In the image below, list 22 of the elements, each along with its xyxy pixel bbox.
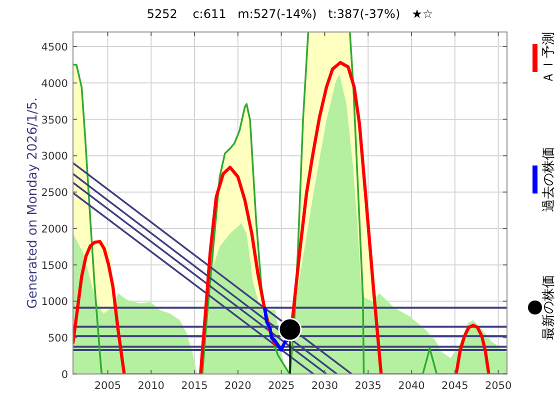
chart-title: 5252 c:611 m:527(-14%) t:387(-37%) ★☆ xyxy=(146,7,434,21)
y-tick-label: 4500 xyxy=(41,42,68,54)
y-tick-label: 1000 xyxy=(41,296,68,308)
y-tick-label: 4000 xyxy=(41,78,68,90)
x-tick-label: 2030 xyxy=(311,380,338,392)
y-tick-label: 3000 xyxy=(41,150,68,163)
x-tick-label: 2015 xyxy=(181,380,208,392)
y-tick-label: 2500 xyxy=(41,187,68,200)
y-tick-label: 1500 xyxy=(41,260,68,272)
x-tick-label: 2035 xyxy=(354,380,382,392)
y-tick-label: 500 xyxy=(48,332,68,345)
x-tick-label: 2040 xyxy=(398,380,425,392)
x-tick-label: 2025 xyxy=(268,380,295,392)
x-tick-label: 2005 xyxy=(94,380,122,392)
y-tick-label: 3500 xyxy=(41,114,68,126)
x-tick-label: 2050 xyxy=(484,380,512,392)
x-tick-label: 2020 xyxy=(224,380,252,392)
y-tick-label: 2000 xyxy=(41,223,68,236)
x-tick-label: 2010 xyxy=(138,380,164,392)
x-tick-label: 2045 xyxy=(442,380,468,392)
y-tick-label: 0 xyxy=(61,369,68,381)
y-axis-title: Generated on Monday 2026/1/5. xyxy=(26,97,40,309)
